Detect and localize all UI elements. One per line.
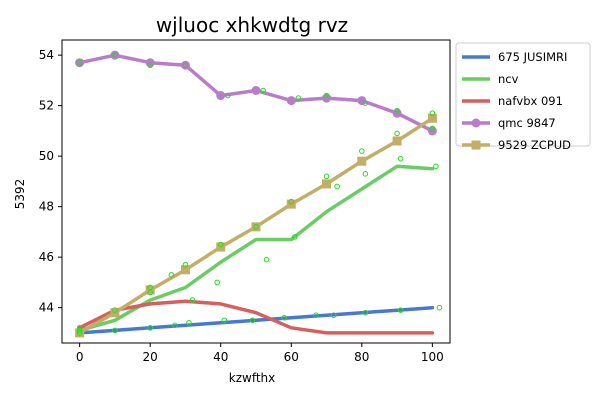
x-tick-label: 60 [284, 350, 299, 364]
x-tick-label: 40 [213, 350, 228, 364]
y-tick-label: 46 [39, 250, 54, 264]
y-tick-label: 50 [39, 149, 54, 163]
data-point [75, 58, 85, 68]
scatter-point [76, 327, 83, 334]
scatter-point [359, 148, 365, 154]
scatter-point [433, 163, 439, 170]
scatter-point [221, 317, 228, 324]
chart-title: wjluoc xhkwdtg rvz [156, 13, 348, 37]
y-tick-label: 48 [39, 200, 54, 214]
scatter-point [295, 95, 302, 101]
plot-frame [61, 39, 451, 344]
legend-label: nafvbx 091 [498, 94, 563, 108]
scatter-point [112, 307, 118, 313]
scatter-point [260, 87, 266, 94]
scatter-point [362, 171, 369, 177]
scatter-point [76, 59, 83, 66]
data-point [392, 136, 402, 146]
legend-marker [471, 140, 481, 150]
scatter-point [253, 224, 259, 230]
scatter-point [362, 309, 369, 316]
y-axis-label: 5392 [13, 179, 27, 210]
scatter-point [224, 92, 231, 99]
x-axis-label: kzwfthx [229, 371, 276, 385]
legend-label: ncv [498, 72, 519, 86]
y-tick-label: 44 [39, 301, 54, 315]
scatter-point [397, 155, 404, 162]
legend-label: qmc 9847 [498, 116, 556, 130]
data-point [180, 60, 190, 70]
scatter-point [362, 100, 369, 106]
scatter-point [217, 241, 224, 248]
x-tick-label: 0 [76, 350, 84, 364]
scatter-point [334, 183, 340, 190]
scatter-point [436, 304, 443, 311]
scatter-point [76, 330, 83, 336]
scatter-point [394, 107, 400, 114]
data-point [216, 91, 226, 101]
scatter-point [394, 130, 400, 137]
legend-label: 9529 ZCPUD [498, 138, 571, 152]
x-tick-label: 100 [421, 350, 444, 364]
scatter-point [182, 62, 189, 69]
scatter-point [288, 198, 295, 205]
scatter-point [112, 52, 118, 58]
scatter-point [281, 314, 288, 321]
y-tick-label: 54 [39, 48, 54, 62]
scatter-point [429, 110, 436, 117]
x-tick-label: 80 [354, 350, 369, 364]
legend: 675 JUSIMRI ncv nafvbx 091 qmc 9847 9529 ZCP… [455, 42, 591, 152]
scatter-point [112, 327, 118, 334]
scatter-point [186, 320, 192, 326]
scatter-point [313, 312, 319, 319]
x-tick-label: 20 [143, 350, 158, 364]
data-point [357, 96, 367, 106]
scatter-point [168, 272, 175, 278]
scatter-point [172, 322, 178, 329]
y-tick-label: 52 [39, 99, 54, 113]
data-point [322, 179, 332, 189]
scatter-point [214, 279, 220, 286]
scatter-point [397, 307, 404, 313]
data-point [427, 113, 437, 123]
legend-box [455, 42, 591, 147]
scatter-point [330, 312, 337, 319]
series-line-1 [77, 305, 435, 335]
scatter-point [323, 173, 330, 180]
scatter-point [323, 92, 330, 99]
scatter-point [182, 261, 189, 268]
data-point [357, 156, 367, 166]
legend-marker [471, 118, 481, 128]
scatter-point [429, 125, 436, 132]
scatter-point [147, 289, 153, 296]
scatter-point [292, 234, 298, 240]
scatter-point [147, 325, 153, 331]
data-point [180, 265, 190, 275]
series-line-3 [77, 299, 435, 335]
plot-area: 0 20 40 60 80 100 44 46 48 50 52 54 [39, 39, 451, 364]
data-point [110, 50, 120, 60]
legend-label: 675 JUSIMRI [498, 50, 567, 64]
scatter-point [189, 297, 196, 303]
scatter-point [263, 256, 270, 263]
scatter-point [249, 317, 256, 324]
data-point [251, 86, 261, 95]
data-point [286, 96, 296, 106]
data-point [251, 222, 261, 232]
scatter-point [147, 62, 153, 69]
